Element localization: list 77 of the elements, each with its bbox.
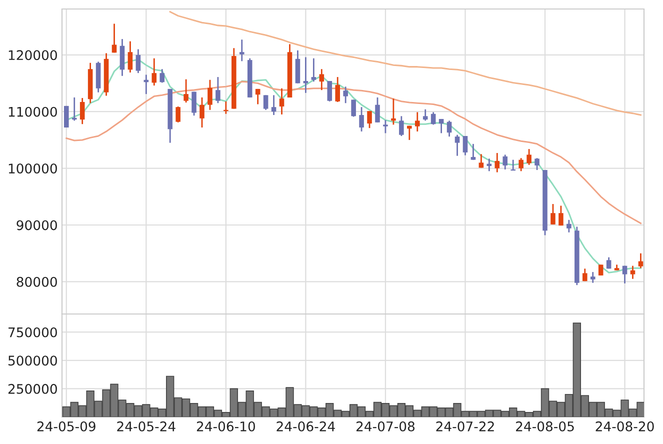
y-tick-label: 120000 <box>8 50 57 60</box>
x-tick-label: 24-05-09 <box>37 421 96 432</box>
candlestick <box>311 58 316 82</box>
candlestick <box>566 219 572 234</box>
candlestick <box>438 118 444 134</box>
y-tick-label: 750000 <box>8 327 57 338</box>
candlestick <box>255 88 260 105</box>
candlestick <box>391 98 396 126</box>
candlestick <box>383 119 388 134</box>
candlestick <box>208 79 212 111</box>
candlestick <box>72 96 77 122</box>
candlestick <box>224 100 228 115</box>
candlestick <box>152 58 157 86</box>
candlestick <box>128 40 133 74</box>
candlestick <box>192 91 196 116</box>
candlestick <box>518 157 524 172</box>
candlestick <box>478 153 484 168</box>
y-tick-label: 90000 <box>16 220 57 230</box>
candlestick <box>454 134 460 157</box>
y-tick-label: 500000 <box>8 356 57 366</box>
candlestick <box>494 152 500 173</box>
candlestick <box>184 78 188 104</box>
candlestick <box>64 105 69 128</box>
candlestick <box>590 271 596 284</box>
candlestick <box>239 38 244 62</box>
candlestick <box>335 76 340 103</box>
x-tick-label: 24-06-10 <box>196 421 255 432</box>
candlestick <box>319 68 324 91</box>
candlestick <box>399 115 404 137</box>
candlestick <box>470 143 476 160</box>
candlestick <box>550 203 556 226</box>
candlestick <box>430 111 436 126</box>
candlestick <box>176 106 180 124</box>
candlestick <box>422 108 428 122</box>
candlestick <box>582 268 588 282</box>
candlestick <box>136 48 141 74</box>
x-tick-label: 24-07-08 <box>356 421 415 432</box>
candlestick <box>622 265 628 284</box>
x-tick-label: 24-08-20 <box>596 421 654 432</box>
candlestick <box>263 94 268 111</box>
candlestick <box>216 76 220 104</box>
candlestick <box>462 135 468 156</box>
candlestick <box>359 106 364 132</box>
x-tick-label: 24-07-22 <box>436 421 494 432</box>
line-series <box>66 80 642 224</box>
x-tick-label: 24-05-24 <box>117 421 176 432</box>
candlestick <box>407 125 412 141</box>
candlestick <box>446 120 452 138</box>
candlestick <box>271 94 276 116</box>
y-tick-label: 100000 <box>8 164 57 174</box>
candlestick <box>343 86 348 104</box>
y-tick-label: 250000 <box>8 384 57 394</box>
candlestick <box>526 148 532 166</box>
candlestick <box>160 68 165 84</box>
candlestick <box>80 97 85 125</box>
candlestick <box>303 56 308 94</box>
candlestick <box>367 110 372 129</box>
candlestick <box>534 157 540 171</box>
candlestick <box>279 88 284 116</box>
candlestick <box>598 264 604 276</box>
candlestick <box>502 154 508 170</box>
candlestick <box>200 96 204 128</box>
candlestick <box>558 205 564 226</box>
candlestick <box>638 252 644 269</box>
y-tick-label: 110000 <box>8 106 57 117</box>
line-series <box>169 11 642 116</box>
candlestick <box>351 99 356 118</box>
candlestick <box>414 111 420 132</box>
candlestick <box>630 265 636 280</box>
candlestick <box>510 159 516 172</box>
candlestick <box>112 23 117 54</box>
x-tick-label: 24-06-24 <box>276 421 335 432</box>
y-tick-label: 80000 <box>16 276 57 287</box>
candlestick <box>120 38 125 77</box>
x-tick-label: 24-08-05 <box>516 421 574 432</box>
candlestick <box>375 96 380 124</box>
candlestick <box>327 80 332 102</box>
